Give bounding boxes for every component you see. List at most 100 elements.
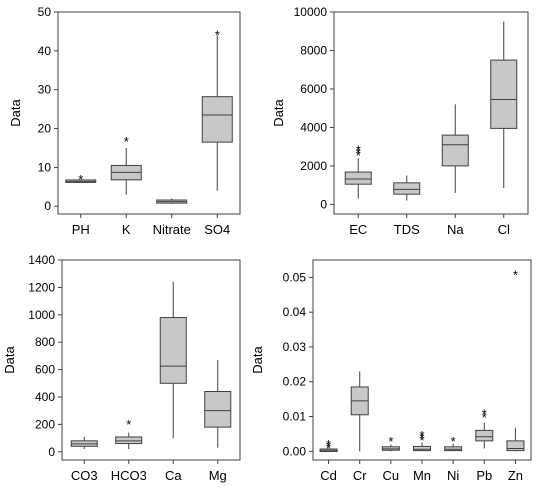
box-mg: [204, 360, 232, 448]
x-tick-label-ec: EC: [349, 222, 367, 237]
x-tick-label-ph: PH: [72, 222, 90, 237]
boxplot-panel-co3-hco3-ca-mg: 0 200 400 600 800 1000 1200 1400 Data CO3 HCO3 Ca Mg…: [2, 253, 241, 483]
x-tick-label-zn: Zn: [508, 468, 523, 483]
box-hco3: *: [115, 417, 143, 450]
x-tick-label-na: Na: [447, 222, 464, 237]
box-iqr: [441, 134, 469, 167]
x-tick-label-cu: Cu: [383, 468, 400, 483]
y-tick-label: 6000: [300, 82, 327, 96]
box-iqr: [475, 429, 494, 442]
plot-frame: [61, 259, 241, 461]
box-mn: ***: [413, 428, 431, 452]
outlier-marker: *: [482, 406, 487, 421]
plot-frame: [312, 259, 532, 461]
x-tick-label-cr: Cr: [353, 468, 367, 483]
box-ca: [159, 281, 187, 439]
outlier-marker: *: [513, 268, 518, 283]
y-tick-label: 200: [35, 417, 55, 431]
outlier-marker: *: [326, 441, 331, 456]
x-tick-label-co3: CO3: [71, 468, 98, 483]
y-tick-label: 1200: [28, 280, 55, 294]
x-tick-label-cd: Cd: [320, 468, 337, 483]
box-nitrate: [156, 198, 188, 204]
box-iqr: [204, 391, 232, 428]
outlier-marker: *: [124, 134, 129, 149]
outlier-marker: *: [78, 172, 83, 187]
y-tick-label: 30: [38, 83, 52, 97]
outlier-marker: *: [356, 145, 361, 160]
box-iqr: [490, 59, 518, 129]
outlier-marker: *: [451, 434, 456, 449]
box-ph: *: [65, 172, 97, 187]
box-co3: [70, 436, 98, 450]
box-iqr: [393, 182, 421, 195]
y-tick-label: 8000: [300, 43, 327, 57]
x-tick-label-so4: SO4: [204, 222, 230, 237]
box-iqr: [159, 317, 187, 384]
box-iqr: [444, 446, 463, 452]
y-tick-label: 0.01: [283, 410, 307, 424]
y-tick-label: 0.02: [283, 375, 307, 389]
y-tick-label: 20: [38, 122, 52, 136]
y-tick-label: 10000: [294, 5, 328, 19]
outlier-marker: *: [419, 431, 424, 446]
outlier-marker: *: [419, 428, 424, 443]
outlier-marker: *: [126, 417, 131, 432]
y-tick-label: 0: [44, 199, 51, 213]
outlier-marker: *: [356, 148, 361, 163]
box-cl: [490, 21, 518, 189]
box-tds: [393, 175, 421, 201]
box-na: [441, 104, 469, 193]
y-tick-label: 10: [38, 160, 52, 174]
box-iqr: [115, 436, 143, 445]
box-ni: *: [444, 434, 463, 452]
x-tick-label-mg: Mg: [209, 468, 227, 483]
outlier-marker: *: [356, 143, 361, 158]
y-axis-label: Data: [2, 346, 17, 374]
x-tick-label-tds: TDS: [394, 222, 420, 237]
boxplot-panel-ec-tds-na-cl: 0 2000 4000 6000 8000 10000 Data EC TDS Na Cl ***: [271, 5, 529, 237]
box-cd: ***: [319, 437, 338, 456]
y-axis-label: Data: [250, 346, 265, 374]
y-tick-label: 1000: [28, 308, 55, 322]
y-tick-label: 0.00: [283, 444, 307, 458]
box-so4: *: [201, 27, 233, 191]
box-iqr: [201, 96, 233, 143]
box-iqr: [344, 171, 372, 185]
y-tick-label: 1400: [28, 253, 55, 267]
x-tick-label-mn: Mn: [413, 468, 431, 483]
boxplot-panel-ph-k-nitrate-so4: 0 10 20 30 40 50 Data PH K Nitrate SO4 * * *: [8, 5, 241, 237]
y-tick-label: 0: [320, 197, 327, 211]
y-tick-label: 2000: [300, 159, 327, 173]
y-axis-label: Data: [271, 99, 286, 127]
x-tick-label-ca: Ca: [165, 468, 182, 483]
box-pb: **: [475, 406, 494, 449]
x-tick-label-hco3: HCO3: [111, 468, 147, 483]
y-tick-label: 40: [38, 44, 52, 58]
y-tick-label: 0.04: [283, 305, 307, 319]
x-tick-label-ni: Ni: [447, 468, 459, 483]
x-tick-label-k: K: [122, 222, 131, 237]
outlier-marker: *: [215, 27, 220, 42]
y-tick-label: 600: [35, 363, 55, 377]
box-ec: ***: [344, 143, 372, 199]
x-tick-label-cl: Cl: [498, 222, 510, 237]
outlier-marker: *: [388, 434, 393, 449]
boxplot-panel-heavy-metals: 0.00 0.01 0.02 0.03 0.04 0.05 Data Cd Cr Cu Mn Ni Pb…: [250, 259, 532, 483]
box-k: *: [110, 134, 142, 195]
box-zn: *: [506, 268, 525, 452]
box-iqr: [413, 445, 431, 452]
x-tick-label-nitrate: Nitrate: [153, 222, 191, 237]
y-axis-label: Data: [8, 99, 23, 127]
y-tick-label: 0.03: [283, 340, 307, 354]
box-cu: *: [381, 434, 400, 452]
y-tick-label: 50: [38, 5, 52, 19]
y-tick-label: 0: [48, 445, 55, 459]
outlier-marker: *: [326, 439, 331, 454]
outlier-marker: *: [482, 410, 487, 425]
outlier-marker: *: [326, 437, 331, 452]
y-tick-label: 800: [35, 335, 55, 349]
y-tick-label: 0.05: [283, 270, 307, 284]
outlier-marker: *: [419, 433, 424, 448]
